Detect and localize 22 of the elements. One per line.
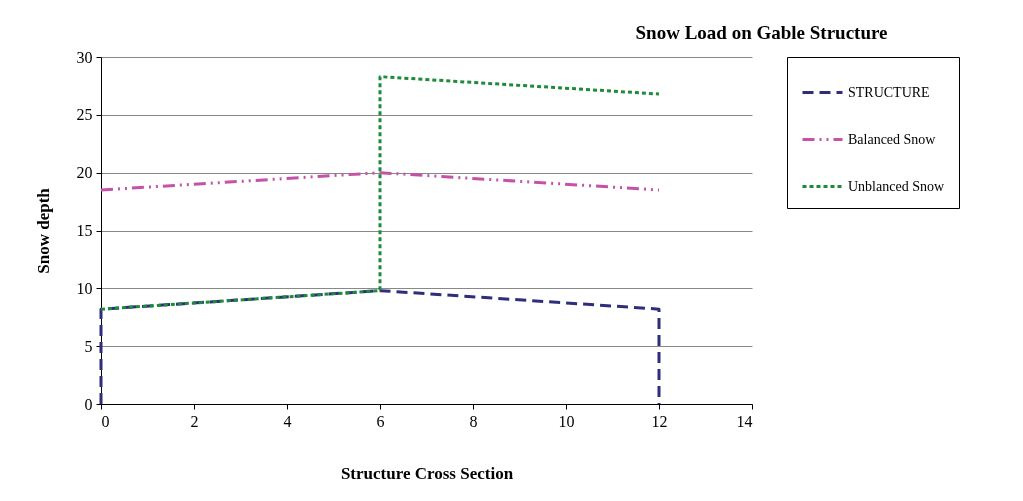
y-tick-label: 10 [76, 279, 93, 297]
y-tick-label: 5 [84, 337, 93, 355]
y-tick-label: 20 [76, 164, 93, 182]
line-series [99, 75, 661, 311]
y-axis-title: Snow depth [33, 187, 53, 274]
chart-title: Snow Load on Gable Structure [635, 22, 888, 43]
x-tick-label: 0 [101, 412, 110, 430]
legend-label: Unblanced Snow [848, 178, 945, 194]
legend-label: Balanced Snow [848, 131, 937, 147]
x-tick-label: 10 [558, 412, 575, 430]
y-tick-label: 0 [84, 395, 93, 413]
y-tick-label: 25 [76, 106, 93, 124]
x-tick-label: 2 [190, 412, 199, 430]
y-tick-label: 30 [76, 48, 93, 66]
legend-label: STRUCTURE [848, 84, 930, 100]
x-tick-label: 4 [283, 412, 292, 430]
x-tick-label: 12 [651, 412, 668, 430]
x-axis-title: Structure Cross Section [340, 463, 514, 483]
x-tick-label: 6 [376, 412, 385, 430]
x-tick-label: 8 [469, 412, 478, 430]
y-tick-label: 15 [76, 222, 93, 239]
x-tick-label: 14 [736, 412, 753, 430]
